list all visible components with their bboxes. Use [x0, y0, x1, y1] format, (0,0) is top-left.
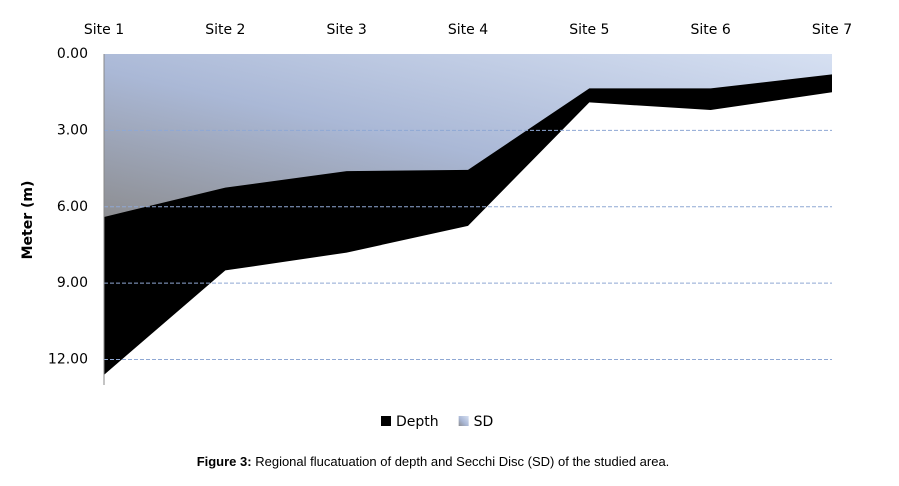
legend-label: SD — [474, 414, 494, 430]
y-tick-label: 9.00 — [57, 275, 88, 291]
caption: Figure 3: Regional flucatuation of depth… — [197, 454, 670, 469]
y-tick-label: 0.00 — [57, 46, 88, 62]
x-tick-label: Site 4 — [448, 22, 488, 38]
x-tick-label: Site 2 — [205, 22, 245, 38]
x-tick-label: Site 5 — [569, 22, 609, 38]
legend-swatch — [381, 416, 391, 426]
area — [104, 54, 832, 217]
caption-text: Regional flucatuation of depth and Secch… — [255, 454, 669, 469]
legend-label: Depth — [396, 414, 439, 430]
x-tick-label: Site 3 — [327, 22, 367, 38]
y-axis-label: Meter (m) — [20, 181, 36, 260]
y-tick-label: 6.00 — [57, 199, 88, 215]
y-tick-label: 3.00 — [57, 122, 88, 138]
caption-label: Figure 3: — [197, 454, 252, 469]
y-tick-label: 12.00 — [48, 352, 88, 368]
x-tick-label: Site 7 — [812, 22, 852, 38]
x-tick-label: Site 6 — [691, 22, 731, 38]
legend-swatch — [458, 416, 469, 426]
x-tick-label: Site 1 — [84, 22, 124, 38]
